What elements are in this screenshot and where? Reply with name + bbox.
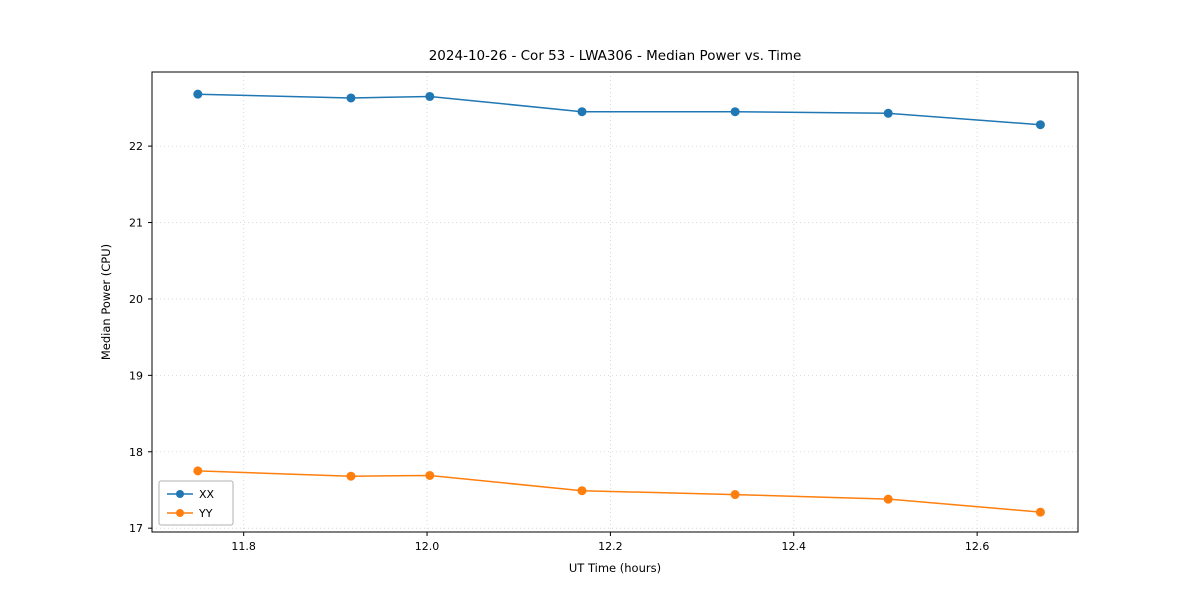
series-marker-yy bbox=[1035, 507, 1045, 517]
y-tick-label: 17 bbox=[129, 522, 143, 535]
series-marker-yy bbox=[193, 466, 203, 476]
y-tick-label: 18 bbox=[129, 446, 143, 459]
series-marker-yy bbox=[730, 490, 740, 500]
legend-box bbox=[158, 480, 234, 526]
x-tick-label: 12.4 bbox=[782, 540, 807, 553]
x-tick-label: 11.8 bbox=[231, 540, 256, 553]
series-marker-xx bbox=[193, 89, 203, 99]
y-tick-label: 22 bbox=[129, 140, 143, 153]
series-marker-xx bbox=[425, 91, 435, 101]
x-tick-label: 12.0 bbox=[415, 540, 440, 553]
series-marker-xx bbox=[1035, 120, 1045, 130]
plot-background bbox=[152, 72, 1078, 532]
x-axis-label: UT Time (hours) bbox=[569, 561, 661, 575]
y-tick-label: 20 bbox=[129, 293, 143, 306]
series-marker-xx bbox=[730, 107, 740, 117]
legend-label-yy: YY bbox=[198, 507, 213, 520]
y-axis-label: Median Power (CPU) bbox=[99, 244, 113, 360]
series-marker-yy bbox=[425, 470, 435, 480]
legend-marker-yy bbox=[176, 509, 184, 517]
y-tick-label: 19 bbox=[129, 369, 143, 382]
legend-label-xx: XX bbox=[199, 488, 215, 501]
legend-marker-xx bbox=[176, 490, 184, 498]
series-marker-yy bbox=[577, 486, 587, 496]
series-marker-yy bbox=[883, 494, 893, 504]
series-marker-xx bbox=[346, 93, 356, 103]
series-marker-yy bbox=[346, 471, 356, 481]
series-marker-xx bbox=[577, 107, 587, 117]
series-marker-xx bbox=[883, 108, 893, 118]
x-tick-label: 12.2 bbox=[598, 540, 623, 553]
grid-lines bbox=[152, 72, 1078, 532]
y-tick-label: 21 bbox=[129, 217, 143, 230]
x-tick-label: 12.6 bbox=[965, 540, 990, 553]
axes-frame bbox=[151, 71, 1079, 533]
chart-title: 2024-10-26 - Cor 53 - LWA306 - Median Po… bbox=[429, 48, 802, 64]
